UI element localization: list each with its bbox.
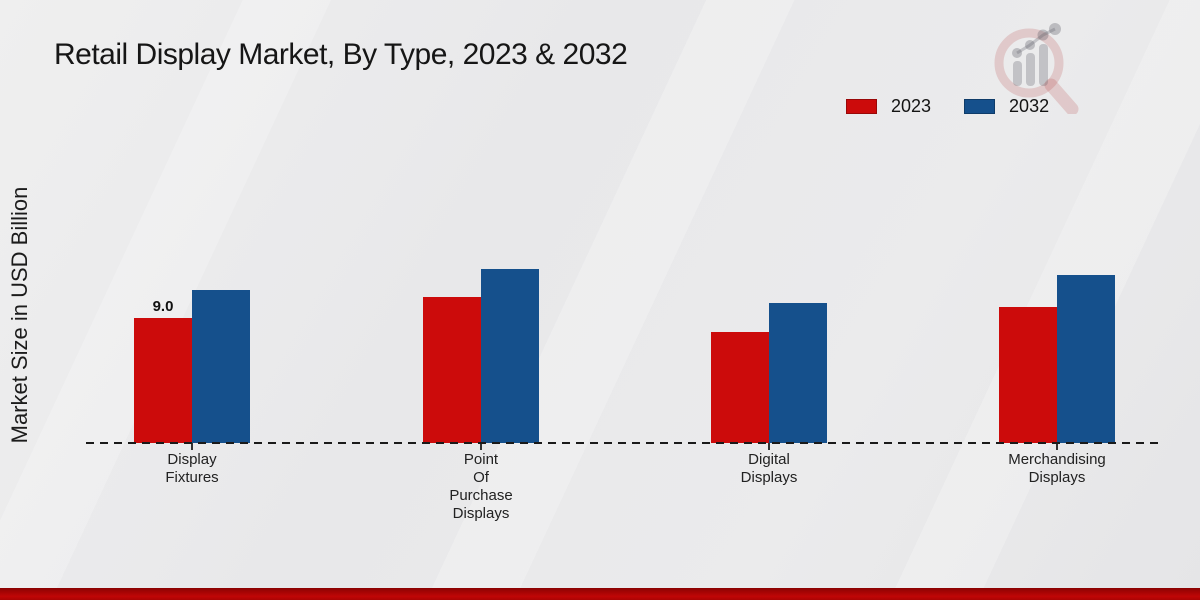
bar-2032-3 [1057,275,1115,443]
bar-2023-0 [134,318,192,443]
category-label-0: Display Fixtures [165,451,219,486]
bar-2032-0 [192,290,250,443]
bar-2032-2 [769,303,827,443]
legend-label-2032: 2032 [1009,96,1050,116]
legend-swatch-2023 [846,99,877,114]
x-axis-tick [191,443,193,450]
legend-item-2032: 2032 [964,96,1049,117]
bar-2023-3 [999,307,1057,443]
x-axis-tick [480,443,482,450]
legend: 2023 2032 [846,96,1049,117]
legend-label-2023: 2023 [891,96,932,116]
bar-2032-1 [481,269,539,443]
legend-item-2023: 2023 [846,96,931,117]
chart-title: Retail Display Market, By Type, 2023 & 2… [54,38,628,71]
bar-2023-1 [423,297,481,443]
x-axis-dashed-line [86,442,1163,444]
bar-2023-2 [711,332,769,443]
category-label-1: Point Of Purchase Displays [449,451,513,522]
category-label-2: Digital Displays [740,451,798,486]
category-label-3: Merchandising Displays [1008,451,1106,486]
legend-swatch-2032 [964,99,996,114]
magnifier-growth-watermark-icon [994,23,1079,114]
footer-accent-bar [0,588,1200,600]
x-axis-tick [1056,443,1058,450]
x-axis-tick [768,443,770,450]
bar-value-label: 9.0 [152,298,174,315]
